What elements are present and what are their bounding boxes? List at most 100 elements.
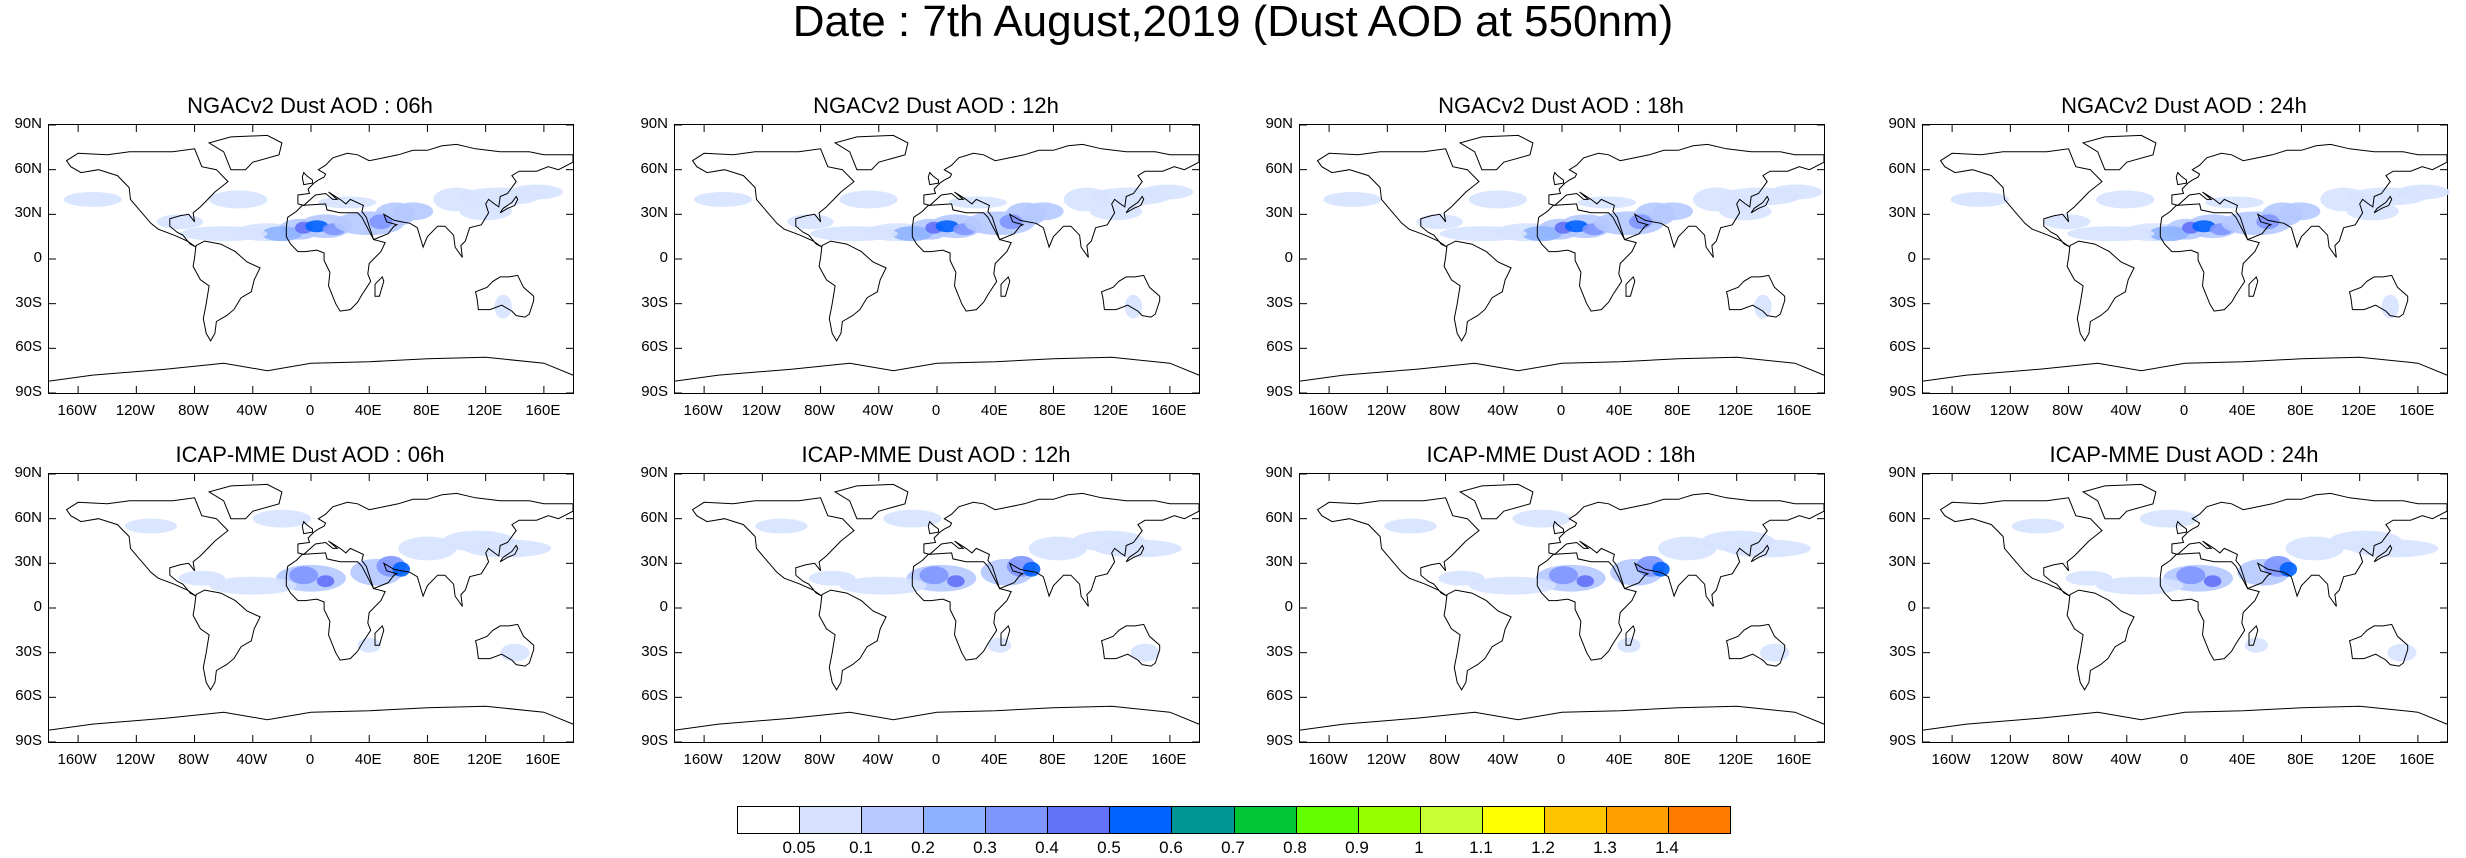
aod-field <box>1658 536 1717 561</box>
lon-tick-label: 160E <box>525 402 561 419</box>
aod-field <box>2043 214 2091 230</box>
lon-tick-label: 120W <box>741 751 781 768</box>
coastline-africa <box>285 203 386 312</box>
coastline-namerica <box>691 148 855 248</box>
coastline-greenland <box>1458 134 1534 171</box>
colorbar-label: 0.8 <box>1283 838 1307 857</box>
aod-field <box>1022 202 1064 221</box>
panel-title: NGACv2 Dust AOD : 24h <box>2061 93 2307 118</box>
colorbar-swatch <box>1110 807 1173 833</box>
lon-tick-label: 40E <box>354 751 382 768</box>
lon-tick-label: 80W <box>804 751 835 768</box>
aod-field <box>839 576 927 595</box>
lon-tick-label: 120E <box>1093 402 1129 419</box>
colorbar-label: 0.3 <box>973 838 997 857</box>
lon-tick-label: 80W <box>2052 751 2083 768</box>
colorbar-swatch <box>862 807 925 833</box>
aod-field <box>1468 576 1557 595</box>
aod-field <box>1652 561 1670 577</box>
lat-tick-label: 30N <box>14 553 42 571</box>
coastline-africa <box>1536 203 1637 312</box>
lon-tick-label: 160E <box>1151 751 1187 768</box>
colorbar-swatch <box>1668 807 1730 833</box>
lon-tick-label: 80E <box>1664 402 1691 419</box>
colorbar-label: 0.4 <box>1035 838 1059 857</box>
coastline-japan <box>1750 544 1770 563</box>
coastline-japan <box>2373 195 2393 214</box>
lat-tick-label: 30N <box>1888 553 1916 571</box>
colorbar-swatch <box>1172 807 1235 833</box>
lon-tick-label: 40W <box>862 751 894 768</box>
lon-tick-label: 120E <box>1093 751 1129 768</box>
aod-field <box>1512 509 1571 528</box>
aod-field <box>2203 575 2222 588</box>
map-panel <box>48 124 574 394</box>
aod-field <box>156 214 204 230</box>
aod-field <box>2011 518 2065 534</box>
coastline-antarctica <box>1299 705 1825 731</box>
coastline-samerica <box>1443 589 1512 691</box>
aod-field <box>1438 570 1485 586</box>
coastline-eurasia <box>2171 143 2448 258</box>
aod-field <box>1950 192 2009 207</box>
aod-field <box>1384 518 1437 534</box>
coastline-uk <box>927 171 939 186</box>
lon-tick-label: 160E <box>2399 402 2435 419</box>
aod-field <box>2279 202 2321 221</box>
lon-tick-label: 40W <box>236 402 268 419</box>
coastline-uk <box>927 520 939 535</box>
panel-title: ICAP-MME Dust AOD : 06h <box>175 442 445 467</box>
coastline-australia <box>2348 274 2409 318</box>
lat-tick-label: 30N <box>1888 204 1916 222</box>
aod-field <box>2065 570 2113 586</box>
lon-tick-label: 0 <box>1556 751 1566 768</box>
lat-tick-label: 60S <box>641 338 668 356</box>
aod-field <box>2285 536 2344 561</box>
aod-field <box>1628 214 1653 230</box>
lon-tick-label: 120E <box>467 751 503 768</box>
panel-title: NGACv2 Dust AOD : 18h <box>1438 93 1684 118</box>
lat-tick-label: 60N <box>1265 508 1293 526</box>
panel-title: ICAP-MME Dust AOD : 12h <box>801 442 1071 467</box>
lon-tick-label: 40W <box>1487 402 1519 419</box>
lon-tick-label: 40E <box>1605 402 1633 419</box>
lon-tick-label: 40E <box>354 402 382 419</box>
lat-tick-label: 60S <box>641 687 668 705</box>
aod-field <box>1089 202 1143 221</box>
coastline-eurasia <box>923 492 1200 607</box>
map-panel <box>1922 473 2448 743</box>
lon-tick-label: 0 <box>2179 402 2189 419</box>
coastline-madagascar <box>2248 624 2259 646</box>
lat-tick-label: 30S <box>1266 293 1293 311</box>
lon-tick-label: 160E <box>1151 402 1187 419</box>
aod-field <box>392 561 410 577</box>
lon-tick-label: 120E <box>1718 751 1754 768</box>
coastline-antarctica <box>674 356 1200 382</box>
lon-tick-label: 0 <box>305 402 315 419</box>
aod-field <box>808 570 856 586</box>
map-panel <box>674 473 1200 743</box>
lon-tick-label: 160W <box>683 751 723 768</box>
coastline-uk <box>301 171 313 186</box>
lat-tick-label: 90S <box>1889 383 1916 400</box>
colorbar-label: 1.2 <box>1531 838 1555 857</box>
lon-tick-label: 40E <box>2228 751 2256 768</box>
aod-field <box>2244 637 2268 653</box>
coastline-uk <box>1552 520 1564 535</box>
coastline-madagascar <box>1625 275 1636 297</box>
lat-tick-label: 30S <box>1889 293 1916 311</box>
coastline-australia <box>474 623 535 667</box>
aod-field <box>1770 184 1823 200</box>
lat-tick-label: 30N <box>640 204 668 222</box>
aod-field <box>494 294 512 319</box>
aod-field <box>1719 202 1772 221</box>
lon-tick-label: 80E <box>2287 751 2314 768</box>
aod-field <box>1754 294 1772 319</box>
lat-tick-label: 0 <box>33 249 42 266</box>
lon-tick-label: 40E <box>1605 751 1633 768</box>
lon-tick-label: 40E <box>2228 402 2256 419</box>
lon-tick-label: 40E <box>980 402 1008 419</box>
lat-tick-label: 30S <box>15 293 42 311</box>
dust-aod-map <box>674 124 1200 394</box>
lat-tick-label: 90N <box>1265 464 1293 481</box>
